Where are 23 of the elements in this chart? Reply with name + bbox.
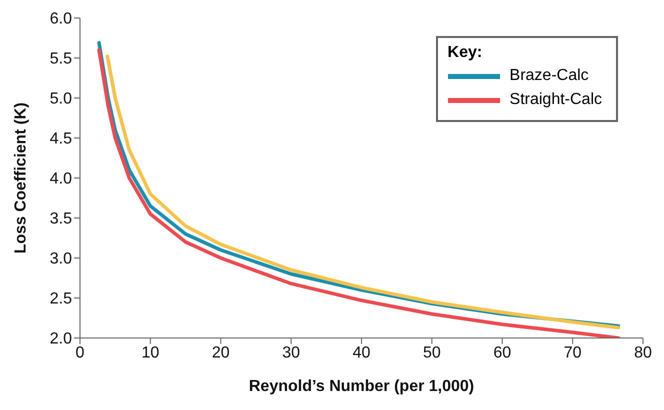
x-tick-label: 70: [564, 344, 582, 362]
y-tick-label: 5.0: [50, 90, 72, 108]
x-tick-label: 30: [282, 344, 300, 362]
x-tick-label: 0: [76, 344, 85, 362]
x-tick-label: 10: [141, 344, 160, 362]
y-axis-title: Loss Coefficient (K): [12, 102, 30, 254]
x-tick-label: 40: [352, 344, 370, 362]
x-tick-label: 50: [422, 344, 441, 362]
y-tick-label: 2.0: [50, 330, 72, 348]
x-axis-title: Reynold’s Number (per 1,000): [248, 378, 474, 395]
x-tick-label: 80: [634, 344, 652, 362]
legend-label: Braze-Calc: [510, 66, 589, 86]
y-tick-label: 4.5: [50, 130, 72, 148]
y-tick-label: 3.5: [50, 210, 72, 228]
y-tick-label: 5.5: [50, 50, 72, 68]
y-tick-label: 4.0: [50, 170, 72, 188]
legend-label: Straight-Calc: [510, 90, 602, 110]
x-tick-label: 20: [212, 344, 230, 362]
y-tick-label: 3.0: [50, 250, 72, 268]
y-tick-label: 6.0: [50, 10, 72, 28]
y-tick-label: 2.5: [50, 290, 72, 308]
legend-title: Key:: [448, 44, 484, 62]
x-tick-label: 60: [493, 344, 512, 362]
